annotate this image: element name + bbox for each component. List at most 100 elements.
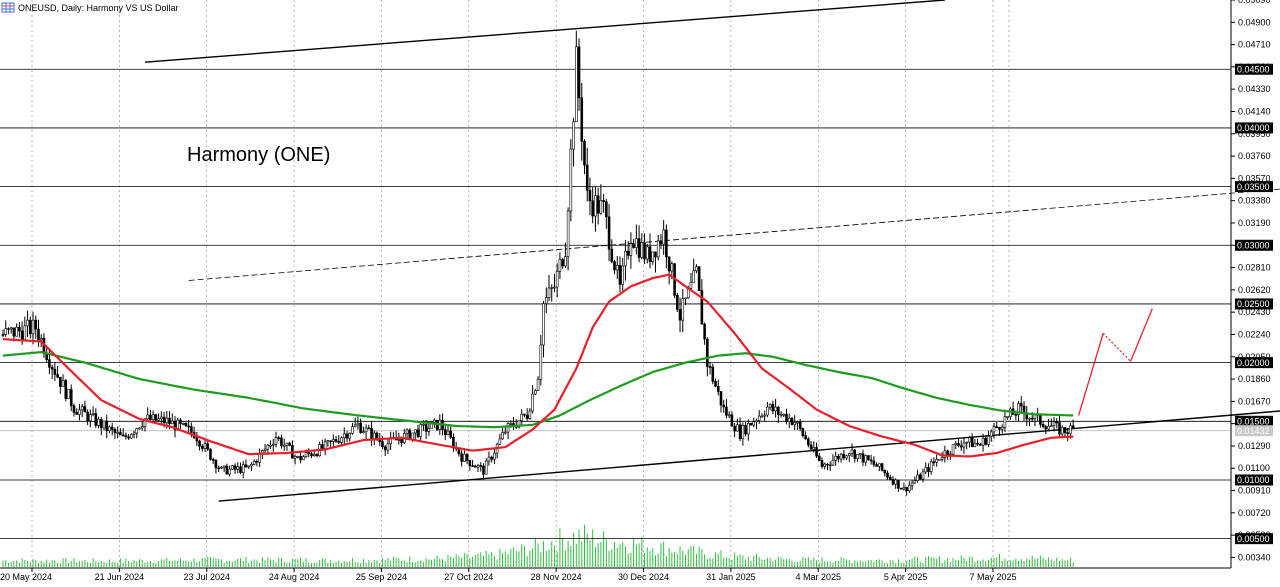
candle-bear bbox=[239, 466, 242, 473]
candle-bear bbox=[643, 242, 646, 260]
level-badge-label: 0.03500 bbox=[1237, 182, 1270, 192]
candle-bear bbox=[708, 366, 712, 368]
candle-bull bbox=[304, 452, 308, 457]
candle-bull bbox=[847, 453, 851, 457]
candle-bear bbox=[124, 435, 128, 438]
candle-bull bbox=[695, 266, 698, 272]
candle-bear bbox=[59, 376, 62, 387]
candle-bear bbox=[99, 419, 103, 429]
candle-bull bbox=[340, 437, 343, 443]
candle-bear bbox=[605, 201, 608, 218]
candle-bear bbox=[255, 460, 259, 463]
candle-bull bbox=[1050, 425, 1053, 427]
level-badge bbox=[1235, 122, 1273, 134]
candle-bear bbox=[195, 437, 199, 442]
candle-bear bbox=[56, 374, 59, 378]
candle-bear bbox=[383, 446, 387, 451]
candle-bull bbox=[787, 417, 791, 422]
candle-bull bbox=[839, 453, 843, 460]
candle-bear bbox=[730, 414, 734, 427]
candle-bear bbox=[179, 419, 182, 424]
chart-title: Harmony (ONE) bbox=[187, 144, 330, 166]
candle-bull bbox=[746, 423, 750, 435]
candle-bear bbox=[50, 366, 54, 370]
candle-bull bbox=[935, 459, 938, 463]
candle-bear bbox=[206, 443, 210, 450]
candle-bull bbox=[23, 325, 27, 340]
candle-bull bbox=[692, 270, 695, 283]
candle-bear bbox=[225, 465, 229, 475]
candle-bear bbox=[408, 429, 412, 440]
candle-bear bbox=[777, 406, 780, 415]
candle-bear bbox=[154, 414, 158, 421]
candle-bull bbox=[1000, 426, 1004, 430]
candle-bull bbox=[498, 438, 502, 445]
level-badge bbox=[1235, 474, 1273, 486]
candle-bull bbox=[138, 427, 141, 430]
candle-bear bbox=[676, 295, 679, 310]
date-tick-label: 28 Nov 2024 bbox=[531, 572, 582, 582]
candle-bull bbox=[296, 456, 300, 458]
candle-bear bbox=[334, 439, 338, 442]
price-tick-label: 0.03190 bbox=[1238, 218, 1271, 228]
candle-bear bbox=[580, 97, 584, 142]
candle-bear bbox=[184, 422, 188, 427]
chart-table-icon[interactable] bbox=[1, 2, 15, 13]
level-badge-label: 0.04000 bbox=[1237, 123, 1270, 133]
projection-arrow bbox=[1077, 308, 1153, 416]
candle-bear bbox=[837, 456, 840, 460]
price-tick-label: 0.02050 bbox=[1238, 352, 1271, 362]
candle-bull bbox=[569, 148, 573, 212]
candle-bull bbox=[236, 466, 240, 470]
candle-bear bbox=[771, 404, 775, 412]
price-tick-label: 0.00340 bbox=[1238, 552, 1271, 562]
price-tick-label: 0.04330 bbox=[1238, 84, 1271, 94]
candle-bull bbox=[536, 379, 540, 391]
candle-bear bbox=[610, 248, 614, 262]
candle-bull bbox=[67, 389, 70, 399]
candle-bull bbox=[326, 440, 330, 443]
candle-bear bbox=[1030, 417, 1034, 420]
candle-bull bbox=[599, 200, 603, 214]
candle-bear bbox=[654, 251, 657, 258]
candle-bear bbox=[826, 463, 829, 466]
price-tick-label: 0.04900 bbox=[1238, 17, 1271, 27]
candle-bear bbox=[659, 240, 663, 245]
candle-bear bbox=[416, 429, 420, 437]
time-axis[interactable]: 20 May 2024 21 Jun 2024 23 Jul 2024 24 Aug … bbox=[0, 568, 1016, 582]
candle-bear bbox=[173, 420, 177, 431]
candle-bull bbox=[140, 426, 144, 429]
candle-bear bbox=[872, 460, 876, 465]
candle-bull bbox=[651, 251, 655, 262]
candle-bear bbox=[957, 443, 960, 446]
candle-bull bbox=[493, 452, 496, 460]
candle-bull bbox=[534, 390, 537, 395]
price-tick-label: 0.02430 bbox=[1238, 307, 1271, 317]
candle-bull bbox=[143, 418, 147, 427]
candle-bear bbox=[200, 445, 204, 449]
projection-leg-1 bbox=[1077, 333, 1104, 416]
candle-bear bbox=[583, 140, 586, 166]
candle-bull bbox=[755, 420, 758, 423]
candle-bull bbox=[348, 433, 352, 439]
level-badge-label: 0.02500 bbox=[1237, 299, 1270, 309]
candle-bull bbox=[640, 242, 644, 258]
candle-bull bbox=[624, 250, 627, 267]
price-tick-label: 0.03760 bbox=[1238, 151, 1271, 161]
candle-bear bbox=[1044, 426, 1048, 430]
price-tick-label: 0.01670 bbox=[1238, 396, 1271, 406]
price-tick-label: 0.03950 bbox=[1238, 129, 1271, 139]
current-price-badge bbox=[1235, 425, 1273, 437]
candle-bull bbox=[15, 326, 18, 337]
candle-bull bbox=[910, 482, 914, 486]
plot-area[interactable] bbox=[0, 0, 1231, 568]
price-tick-label: 0.01860 bbox=[1238, 374, 1271, 384]
candle-bear bbox=[790, 417, 794, 425]
candle-bull bbox=[547, 287, 551, 298]
candle-bear bbox=[471, 465, 474, 467]
candle-bear bbox=[867, 455, 870, 461]
candle-bull bbox=[779, 414, 783, 416]
candle-bull bbox=[916, 474, 919, 481]
horizontal-levels bbox=[0, 68, 1231, 540]
